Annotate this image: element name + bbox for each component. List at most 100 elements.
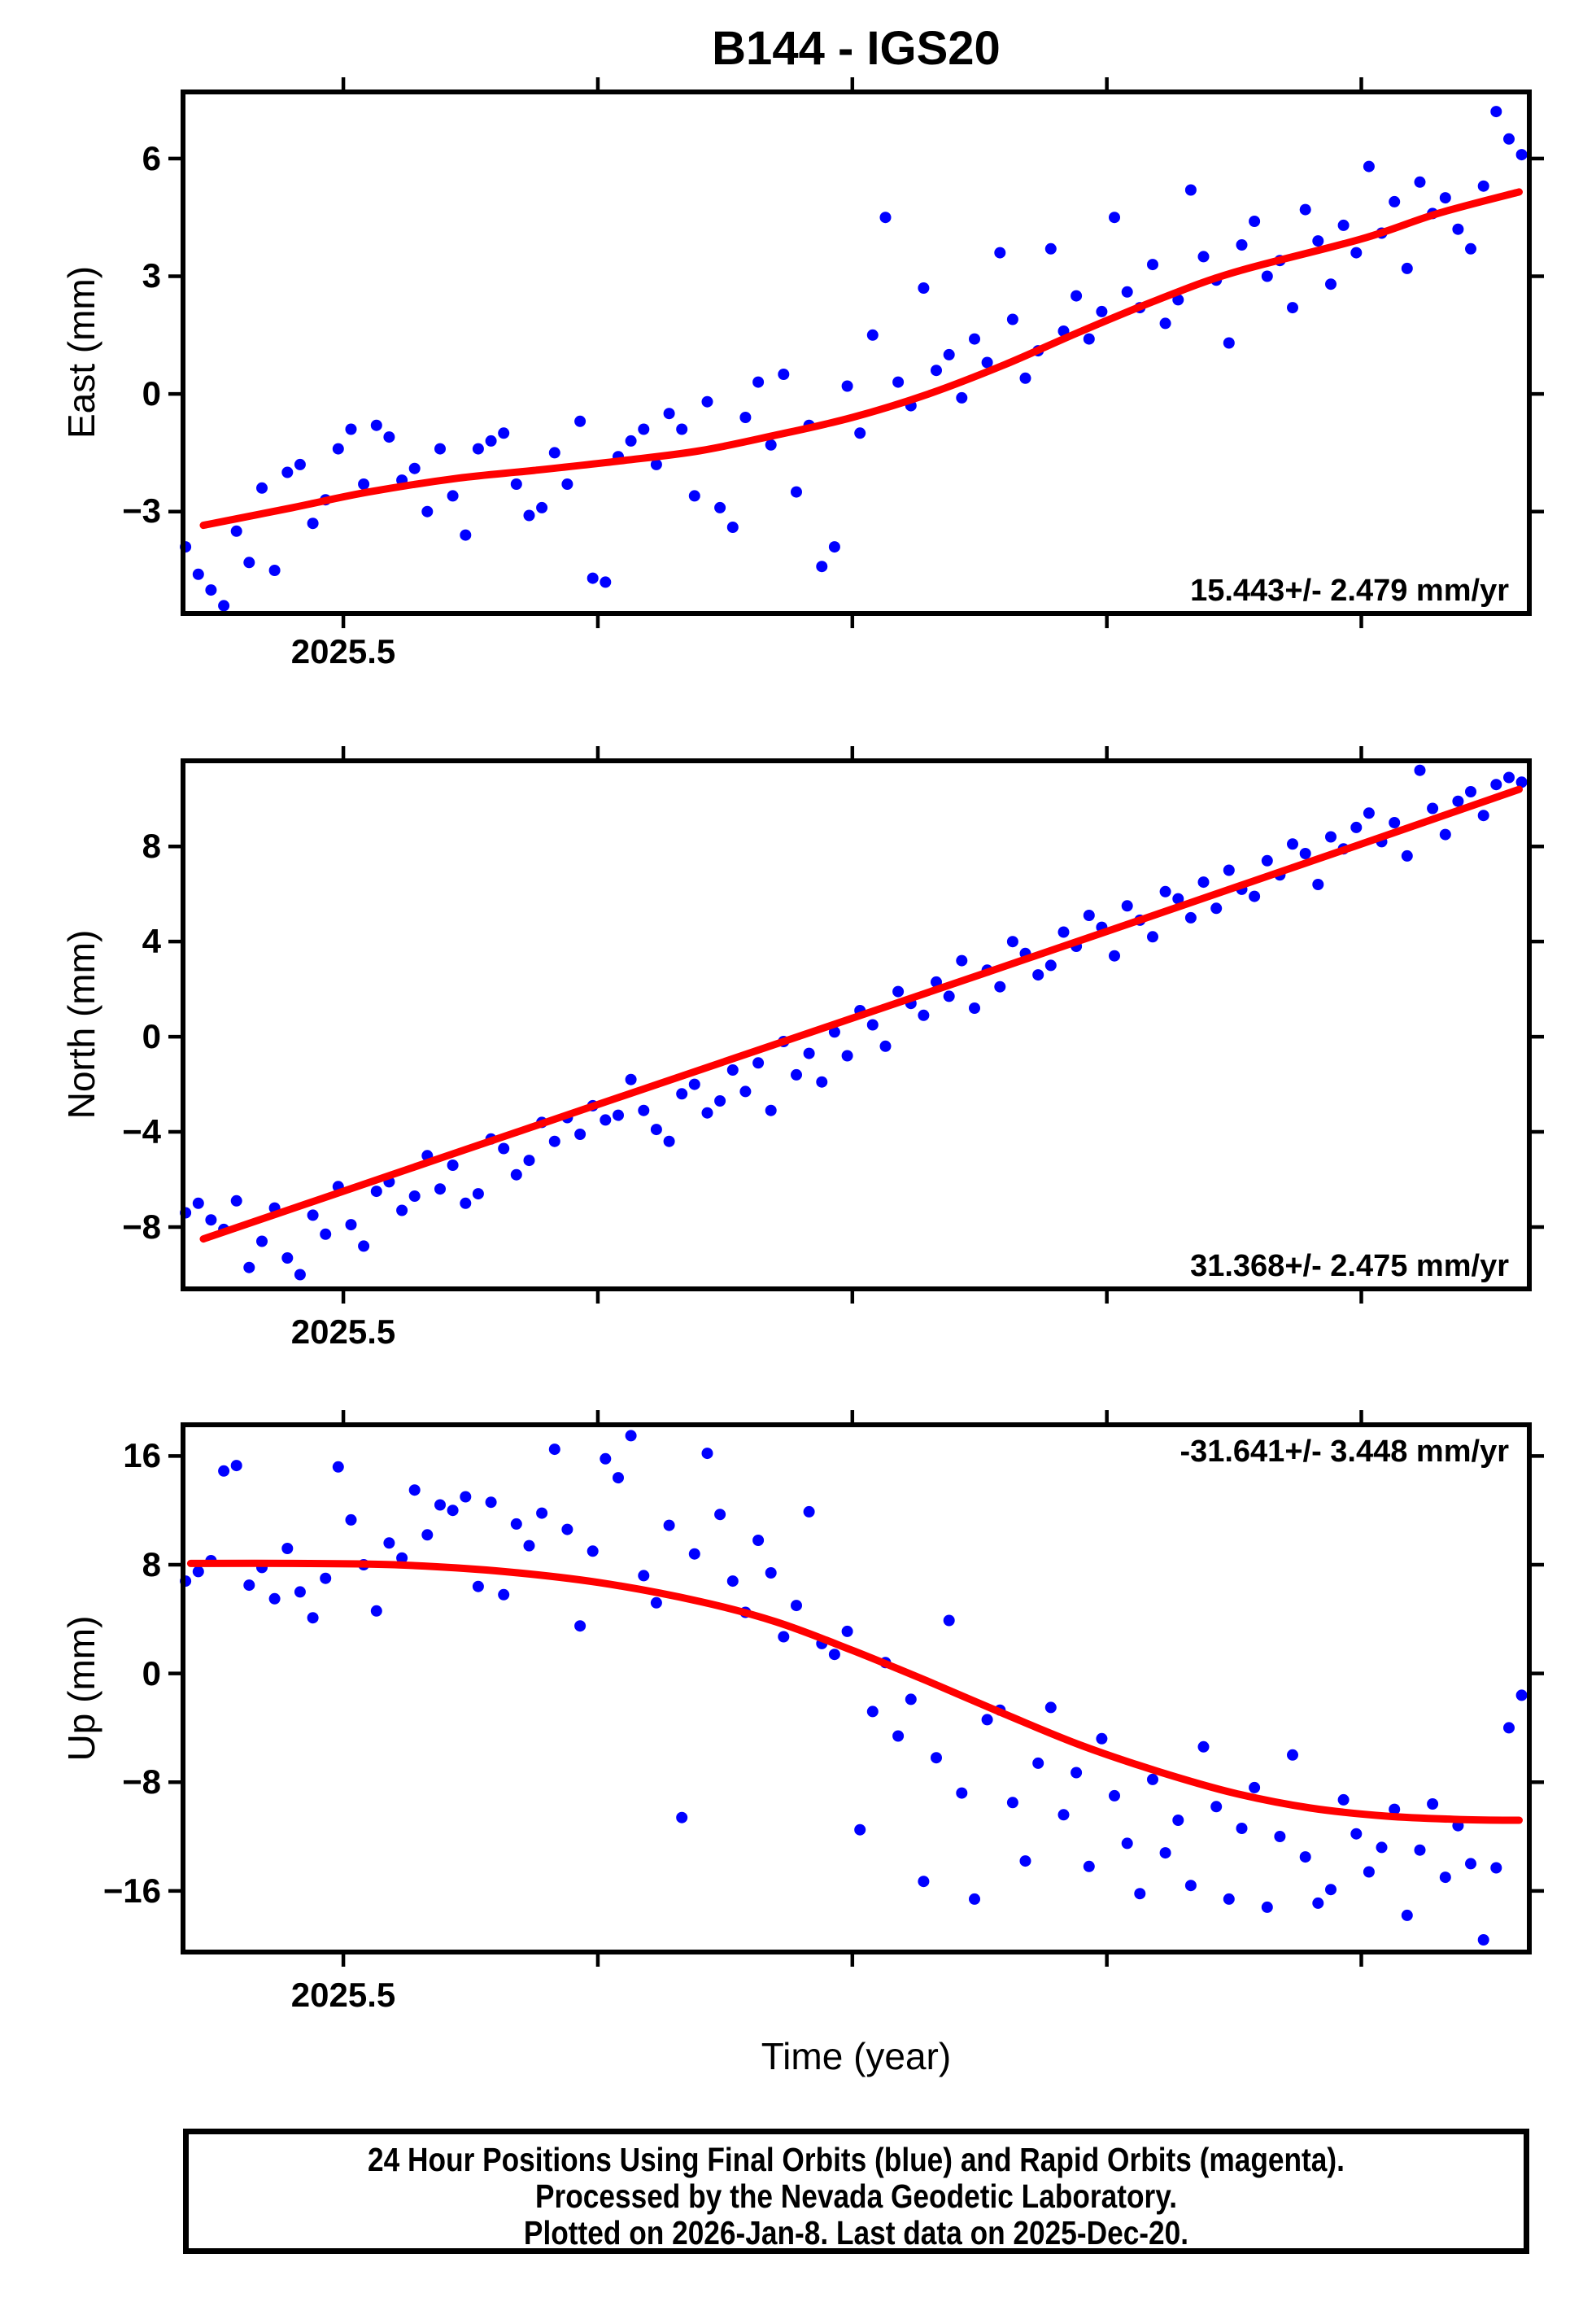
data-point	[688, 1548, 700, 1560]
x-tick-label-north: 2025.5	[290, 1312, 396, 1351]
data-point	[1503, 771, 1515, 784]
data-point	[1515, 149, 1528, 161]
data-point	[1006, 936, 1018, 948]
data-point	[294, 1586, 306, 1598]
x-tick-label-east: 2025.5	[290, 632, 396, 670]
data-point	[638, 423, 650, 435]
data-point	[320, 1228, 332, 1240]
data-point	[1287, 838, 1298, 850]
data-point	[218, 600, 230, 612]
data-point	[345, 423, 357, 435]
data-point	[918, 1876, 930, 1888]
data-point	[218, 1465, 230, 1477]
data-point	[510, 1518, 522, 1530]
data-point	[472, 443, 484, 455]
data-point	[1287, 302, 1298, 314]
data-point	[1490, 1862, 1502, 1874]
data-point	[460, 1491, 472, 1503]
data-point	[663, 1135, 675, 1147]
data-point	[408, 1484, 421, 1496]
data-point	[1350, 247, 1363, 259]
data-point	[1159, 317, 1171, 330]
data-point	[1337, 219, 1350, 231]
data-point	[1312, 235, 1324, 247]
data-point	[791, 1600, 802, 1612]
data-point	[1147, 259, 1158, 271]
data-point	[434, 1183, 446, 1195]
data-point	[1184, 1880, 1197, 1892]
data-point	[587, 1545, 599, 1557]
data-point	[1032, 1757, 1044, 1769]
data-point	[1147, 931, 1158, 943]
data-point	[281, 1543, 294, 1554]
data-point	[892, 985, 905, 998]
data-point	[739, 1085, 752, 1098]
panel-frame	[181, 1422, 1532, 1954]
data-point	[613, 1109, 624, 1121]
data-point	[1197, 876, 1210, 889]
data-point	[1109, 1789, 1120, 1802]
data-point	[1325, 278, 1337, 290]
data-point	[1096, 1732, 1108, 1745]
data-point	[752, 1057, 765, 1069]
data-point	[307, 1612, 319, 1624]
data-point	[243, 1579, 255, 1592]
data-point	[600, 1452, 612, 1465]
data-point	[1490, 106, 1502, 118]
data-point	[1032, 969, 1044, 981]
data-point	[892, 1730, 905, 1742]
data-point	[1389, 817, 1401, 828]
data-point	[828, 541, 840, 553]
data-point	[638, 1570, 650, 1582]
y-tick-label: 0	[142, 374, 161, 413]
data-point	[969, 333, 980, 345]
data-point	[1057, 926, 1070, 938]
data-point	[460, 529, 472, 541]
data-point	[1312, 1897, 1324, 1909]
data-point	[1363, 807, 1375, 819]
data-point	[1184, 184, 1197, 196]
data-point	[1490, 779, 1502, 791]
data-point	[803, 1505, 815, 1518]
data-point	[650, 1124, 662, 1136]
data-point	[931, 365, 942, 377]
y-tick-label: 3	[142, 256, 161, 295]
data-point	[485, 1496, 497, 1509]
data-point	[943, 990, 955, 1002]
data-point	[1274, 1831, 1286, 1842]
data-point	[688, 1078, 700, 1090]
trend-line	[199, 785, 1523, 1243]
data-point	[1350, 821, 1363, 833]
data-point	[434, 1499, 446, 1511]
data-point	[320, 1572, 332, 1584]
panel-frame	[181, 758, 1532, 1291]
data-point	[1376, 1841, 1388, 1854]
data-point	[230, 525, 242, 537]
data-point	[1414, 764, 1426, 776]
trend-line	[199, 188, 1523, 530]
data-point	[1261, 270, 1273, 282]
data-point	[1465, 1858, 1476, 1870]
data-point	[956, 954, 968, 967]
data-point	[1223, 337, 1235, 349]
data-point	[523, 1540, 535, 1552]
data-point	[1083, 910, 1095, 921]
data-point	[854, 427, 866, 439]
data-point	[676, 1088, 688, 1100]
data-point	[1121, 1837, 1133, 1850]
data-point	[1223, 1893, 1235, 1905]
data-point	[726, 1575, 739, 1588]
data-point	[1465, 242, 1476, 255]
data-point	[956, 391, 968, 404]
data-point	[1427, 802, 1439, 815]
data-point	[1172, 1815, 1184, 1826]
data-point	[1337, 1793, 1350, 1806]
data-point	[370, 1605, 382, 1617]
data-point	[1363, 160, 1375, 173]
data-point	[1071, 290, 1083, 302]
data-point	[472, 1188, 484, 1200]
data-point	[1312, 879, 1324, 890]
data-point	[1197, 1740, 1210, 1753]
